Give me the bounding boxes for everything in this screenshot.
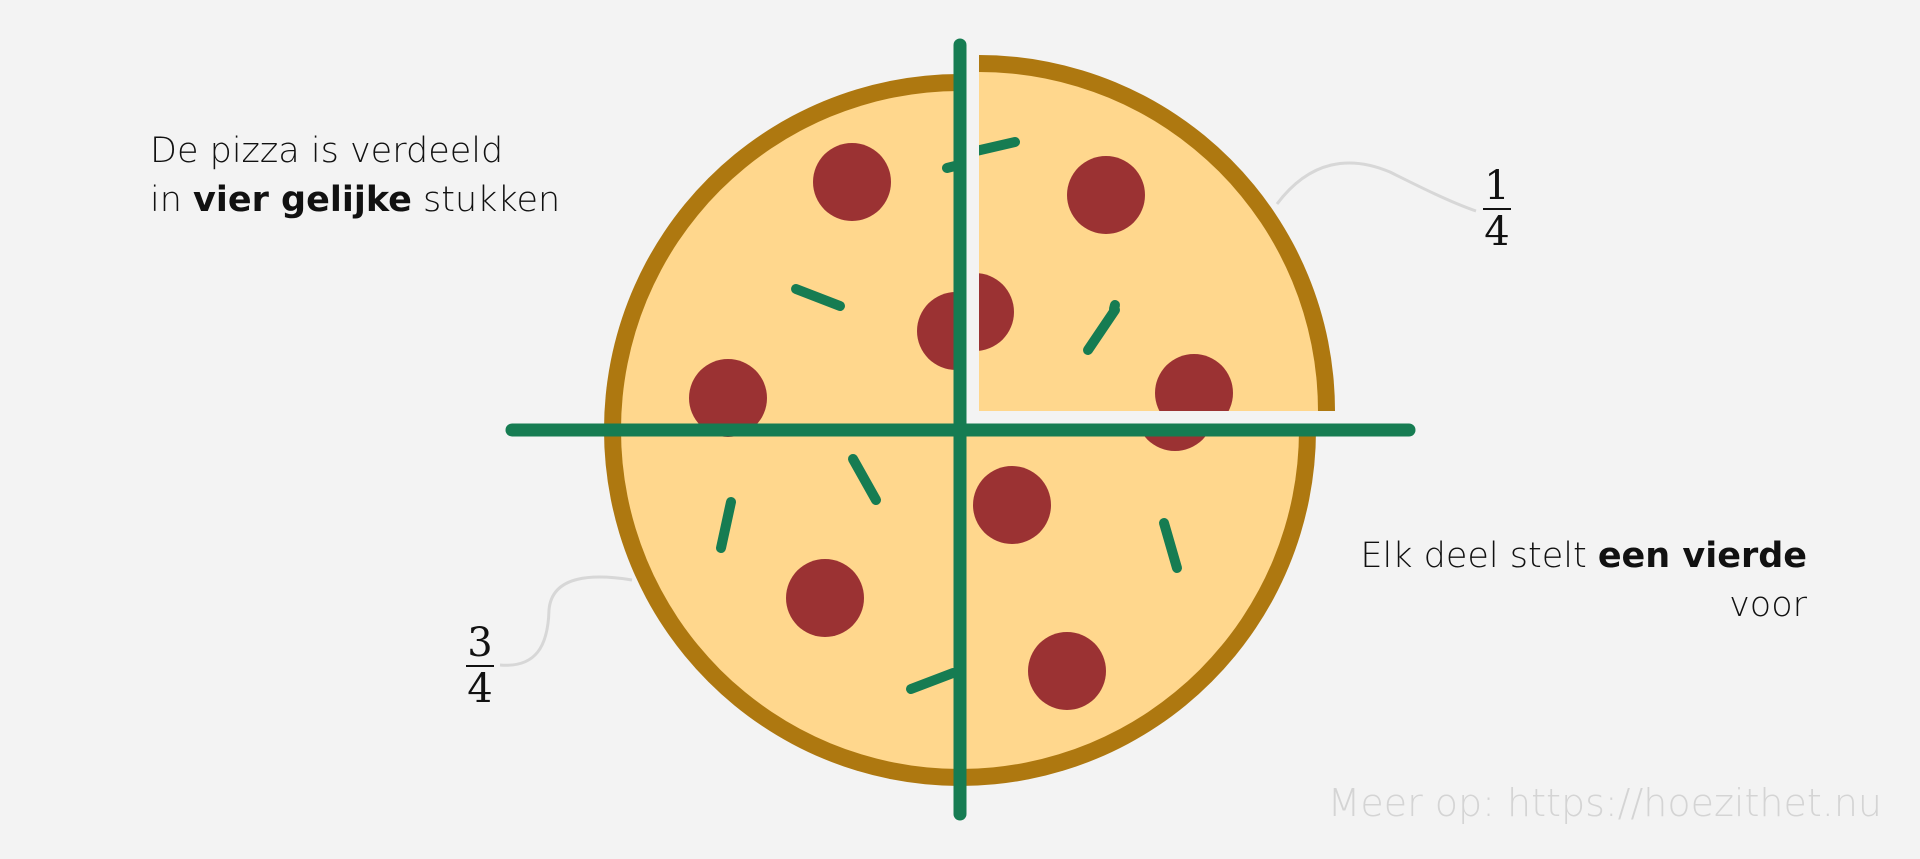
herb — [791, 284, 845, 311]
fraction-denominator: 4 — [467, 666, 493, 712]
pepperoni — [1028, 632, 1106, 710]
caption-left-line1: De pizza is verdeeld — [150, 131, 504, 171]
caption-right-line1-prefix: Elk deel stelt — [1360, 536, 1598, 576]
pepperoni — [1067, 156, 1145, 234]
pepperoni — [1155, 354, 1233, 411]
caption-right-bold: een vierde — [1597, 536, 1807, 576]
fraction-numerator: 1 — [1484, 163, 1510, 209]
fraction-bar — [1483, 208, 1511, 210]
pepperoni — [973, 466, 1051, 544]
leader-line-three-quarters — [499, 575, 633, 667]
pepperoni — [813, 143, 891, 221]
herb — [848, 454, 881, 505]
pepperoni — [689, 359, 767, 437]
herb — [1159, 518, 1182, 573]
herb — [1083, 305, 1120, 355]
caption-left-line2-prefix: in — [150, 180, 194, 220]
leader-line-quarter — [1275, 161, 1477, 213]
pizza-slice-quarter — [979, 55, 1335, 411]
fraction-one-quarter: 1 4 — [1483, 163, 1511, 255]
caption-left-bold: vier gelijke — [193, 180, 412, 220]
pepperoni — [786, 559, 864, 637]
herb — [906, 668, 958, 694]
pepperoni — [979, 273, 1014, 351]
herb — [716, 497, 736, 553]
fraction-bar — [466, 665, 494, 667]
caption-pizza-divided: De pizza is verdeeld in vier gelijke stu… — [150, 127, 560, 225]
herb — [979, 137, 1020, 156]
footer-source-link[interactable]: Meer op: https://hoezithet.nu — [1327, 781, 1882, 825]
fraction-numerator: 3 — [467, 620, 493, 666]
slice-cheese — [979, 72, 1318, 411]
caption-each-part: Elk deel stelt een vierde voor — [1360, 532, 1807, 630]
caption-left-line2-suffix: stukken — [411, 180, 561, 220]
fraction-three-quarters: 3 4 — [466, 620, 494, 712]
fraction-denominator: 4 — [1484, 209, 1510, 255]
caption-right-line2: voor — [1729, 585, 1807, 625]
